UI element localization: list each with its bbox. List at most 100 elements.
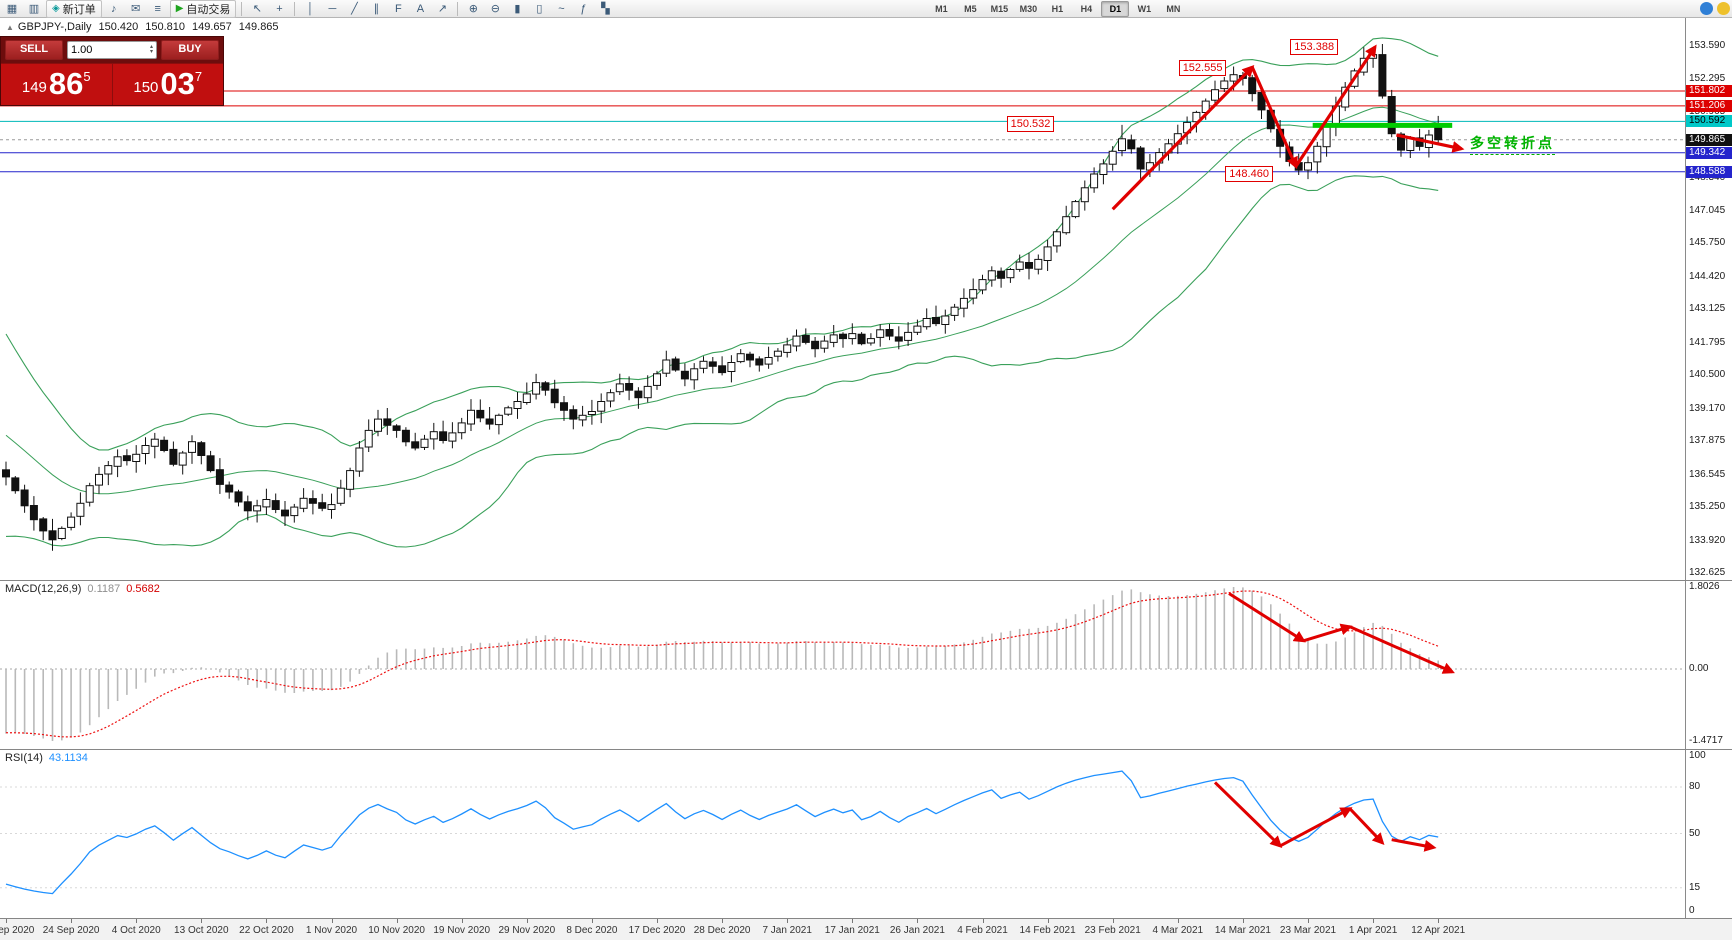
alert-icon[interactable] bbox=[1717, 2, 1730, 15]
bull-candle bbox=[904, 331, 913, 341]
price-callout-148.460[interactable]: 148.460 bbox=[1225, 165, 1273, 182]
timeframe-h1[interactable]: H1 bbox=[1051, 3, 1064, 14]
bar-chart-icon[interactable]: ▮ bbox=[514, 2, 521, 15]
rsi-trend-arrows[interactable] bbox=[1213, 781, 1437, 852]
price-chart-canvas[interactable] bbox=[0, 18, 1685, 580]
bull-candle bbox=[820, 340, 829, 349]
channel-icon[interactable]: ∥ bbox=[373, 2, 380, 15]
date-axis[interactable]: 15 Sep 2020 24 Sep 2020 4 Oct 2020 13 Oct 2… bbox=[0, 918, 1732, 940]
mail-icon[interactable]: ✉ bbox=[131, 2, 141, 15]
line-chart-icon[interactable]: ~ bbox=[558, 2, 565, 15]
rsi-canvas[interactable] bbox=[0, 750, 1685, 918]
bear-candle bbox=[680, 370, 689, 380]
community-icon[interactable] bbox=[1700, 2, 1713, 15]
zoom-out-icon[interactable]: ⊖ bbox=[490, 2, 501, 15]
crosshair-icon[interactable]: + bbox=[276, 2, 283, 15]
buy-button[interactable]: BUY bbox=[161, 40, 219, 60]
arrow-object-icon[interactable]: ↗ bbox=[437, 2, 448, 15]
rsi-arrow[interactable] bbox=[1279, 807, 1353, 848]
chart-grid-icon[interactable]: ▦ bbox=[6, 2, 18, 15]
ask-big-digits: 03 bbox=[160, 66, 195, 101]
fibonacci-icon[interactable]: F bbox=[395, 2, 402, 15]
horizontal-line-icon[interactable]: ─ bbox=[328, 2, 337, 15]
indicators-icon[interactable]: ƒ bbox=[580, 2, 587, 15]
main-chart-panel[interactable]: ▲ GBPJPY-,Daily 150.420 150.810 149.657 149.8… bbox=[0, 18, 1732, 580]
macd-panel[interactable]: MACD(12,26,9) 0.1187 0.5682 1.8026 0.00 -1.4… bbox=[0, 580, 1732, 749]
trend-arrow[interactable] bbox=[1294, 44, 1377, 168]
bull-candle bbox=[364, 429, 373, 448]
macd-canvas[interactable] bbox=[0, 581, 1685, 749]
autotrade-button-icon: ▶ bbox=[175, 3, 184, 14]
horizontal-level-lines[interactable] bbox=[0, 90, 1685, 173]
rsi-panel[interactable]: RSI(14) 43.1134 100 80 50 15 0 bbox=[0, 749, 1732, 918]
rsi-arrow[interactable] bbox=[1213, 781, 1283, 848]
trend-arrow[interactable] bbox=[1111, 64, 1255, 211]
volume-value[interactable]: 1.00 bbox=[71, 44, 93, 56]
date-label: 14 Feb 2021 bbox=[1019, 925, 1076, 936]
bull-candle bbox=[113, 456, 122, 467]
timeframe-m30[interactable]: M30 bbox=[1019, 3, 1038, 14]
autotrade-button[interactable]: ▶ 自动交易 bbox=[169, 0, 237, 18]
sound-icon[interactable]: ♪ bbox=[110, 2, 117, 15]
bear-candle bbox=[476, 409, 485, 419]
bull-candle bbox=[346, 470, 355, 490]
date-label: 8 Dec 2020 bbox=[566, 925, 618, 936]
sell-button[interactable]: SELL bbox=[5, 40, 63, 60]
rsi-arrow[interactable] bbox=[1391, 838, 1437, 852]
bull-candle bbox=[1043, 246, 1052, 261]
macd-arrow[interactable] bbox=[1302, 623, 1353, 643]
trendline-icon[interactable]: ╱ bbox=[351, 2, 358, 15]
ask-price[interactable]: 150 03 7 bbox=[113, 64, 224, 105]
price-callout-150.532[interactable]: 150.532 bbox=[1006, 115, 1055, 132]
news-icon[interactable]: ≡ bbox=[154, 2, 161, 15]
timeframe-d1[interactable]: D1 bbox=[1101, 0, 1130, 17]
timeframe-m1[interactable]: M1 bbox=[935, 3, 948, 14]
price-callout-153.388[interactable]: 153.388 bbox=[1290, 39, 1339, 55]
turning-point-annotation[interactable]: 多空转折点 bbox=[1470, 133, 1555, 155]
new-order-button[interactable]: ◈ 新订单 bbox=[46, 0, 102, 18]
candle-chart-icon[interactable]: ▯ bbox=[536, 2, 543, 15]
macd-arrow[interactable] bbox=[1349, 625, 1455, 674]
rsi-axis-label: 100 bbox=[1689, 750, 1706, 761]
trend-arrow[interactable] bbox=[1396, 133, 1465, 153]
rsi-arrow[interactable] bbox=[1348, 807, 1385, 845]
price-callout-152.555[interactable]: 152.555 bbox=[1178, 60, 1227, 77]
trend-arrows[interactable] bbox=[1111, 44, 1465, 211]
macd-axis-label: -1.4717 bbox=[1689, 735, 1723, 746]
bull-candle bbox=[1062, 216, 1071, 234]
macd-trend-arrows[interactable] bbox=[1228, 592, 1455, 674]
date-label: 29 Nov 2020 bbox=[498, 925, 556, 936]
text-icon[interactable]: A bbox=[416, 2, 425, 15]
volume-input[interactable]: 1.00 ▴ ▾ bbox=[67, 41, 157, 59]
tile-windows-icon[interactable]: ▚ bbox=[601, 2, 610, 15]
price-axis[interactable]: 153.590152.295150.965148.340147.045145.7… bbox=[1685, 18, 1732, 580]
cursor-icon[interactable]: ↖ bbox=[252, 2, 263, 15]
collapse-panel-icon[interactable]: ▲ bbox=[6, 23, 14, 32]
bollinger-middle-band bbox=[5, 106, 1439, 495]
bull-candle bbox=[85, 485, 94, 503]
macd-arrow[interactable] bbox=[1228, 592, 1306, 643]
timeframe-mn[interactable]: MN bbox=[1166, 3, 1181, 14]
bear-candle bbox=[197, 442, 206, 457]
zoom-in-icon[interactable]: ⊕ bbox=[468, 2, 479, 15]
bid-price[interactable]: 149 86 5 bbox=[1, 64, 113, 105]
trend-arrow[interactable] bbox=[1250, 66, 1298, 170]
timeframe-w1[interactable]: W1 bbox=[1137, 3, 1152, 14]
bear-candle bbox=[801, 335, 810, 343]
bear-candle bbox=[932, 317, 940, 325]
bid-pip-digit: 5 bbox=[83, 69, 91, 84]
bull-candle bbox=[290, 506, 299, 517]
date-label: 4 Oct 2020 bbox=[111, 925, 161, 936]
timeframe-h4[interactable]: H4 bbox=[1080, 3, 1093, 14]
timeframe-m15[interactable]: M15 bbox=[990, 3, 1009, 14]
volume-stepper-icon[interactable]: ▴ ▾ bbox=[149, 44, 153, 55]
date-label: 4 Feb 2021 bbox=[957, 925, 1008, 936]
bull-candle bbox=[587, 411, 596, 415]
vertical-line-icon[interactable]: │ bbox=[306, 2, 314, 15]
timeframe-m5[interactable]: M5 bbox=[964, 3, 977, 14]
bull-candle bbox=[950, 306, 959, 316]
bull-candle bbox=[792, 335, 801, 347]
bull-candle bbox=[299, 497, 308, 509]
chart-window-icon[interactable]: ▥ bbox=[28, 2, 40, 15]
date-label: 17 Jan 2021 bbox=[824, 925, 880, 936]
